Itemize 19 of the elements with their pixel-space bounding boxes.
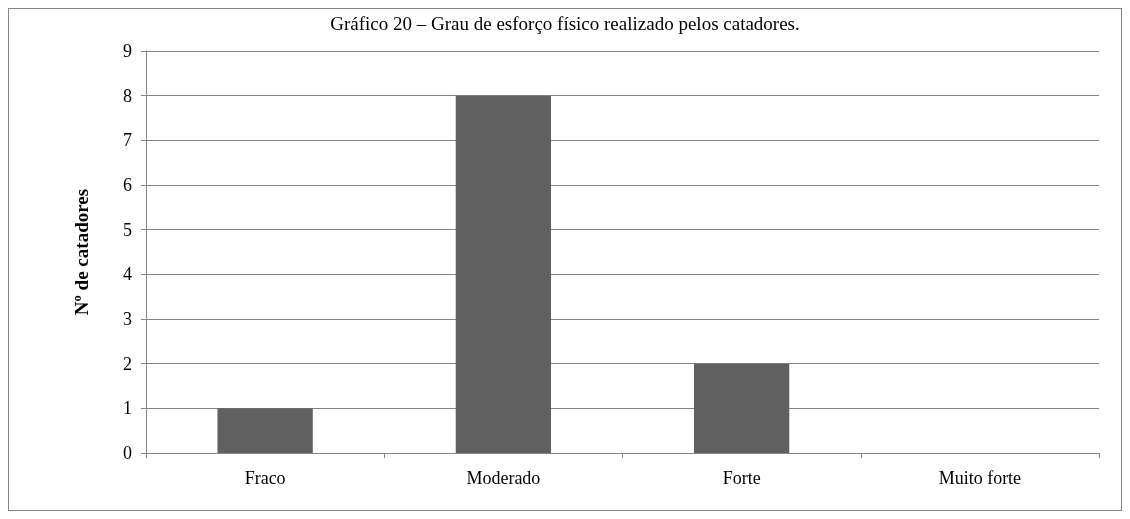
y-tick-label: 2 [123, 353, 132, 374]
x-tick-label: Fraco [244, 468, 286, 488]
y-tick-label: 0 [123, 443, 132, 463]
y-tick-label: 7 [123, 130, 132, 151]
y-axis-title: Nº de catadores [71, 188, 92, 316]
x-tick-label: Muito forte [938, 468, 1022, 488]
bar [455, 95, 552, 453]
y-tick-label: 8 [123, 85, 132, 106]
bar [693, 363, 790, 453]
y-tick-label: 6 [123, 175, 132, 195]
y-tick-label: 5 [123, 219, 132, 240]
chart-title: Gráfico 20 – Grau de esforço físico realizado pelos catadores. [330, 13, 800, 34]
y-tick-label: 9 [123, 41, 132, 61]
y-tick-label: 3 [123, 309, 132, 329]
x-tick-label: Forte [722, 468, 761, 488]
y-tick-label: 1 [123, 398, 132, 419]
x-tick-label: Moderado [466, 468, 541, 488]
y-tick-label: 4 [123, 264, 132, 285]
bar [217, 408, 313, 453]
